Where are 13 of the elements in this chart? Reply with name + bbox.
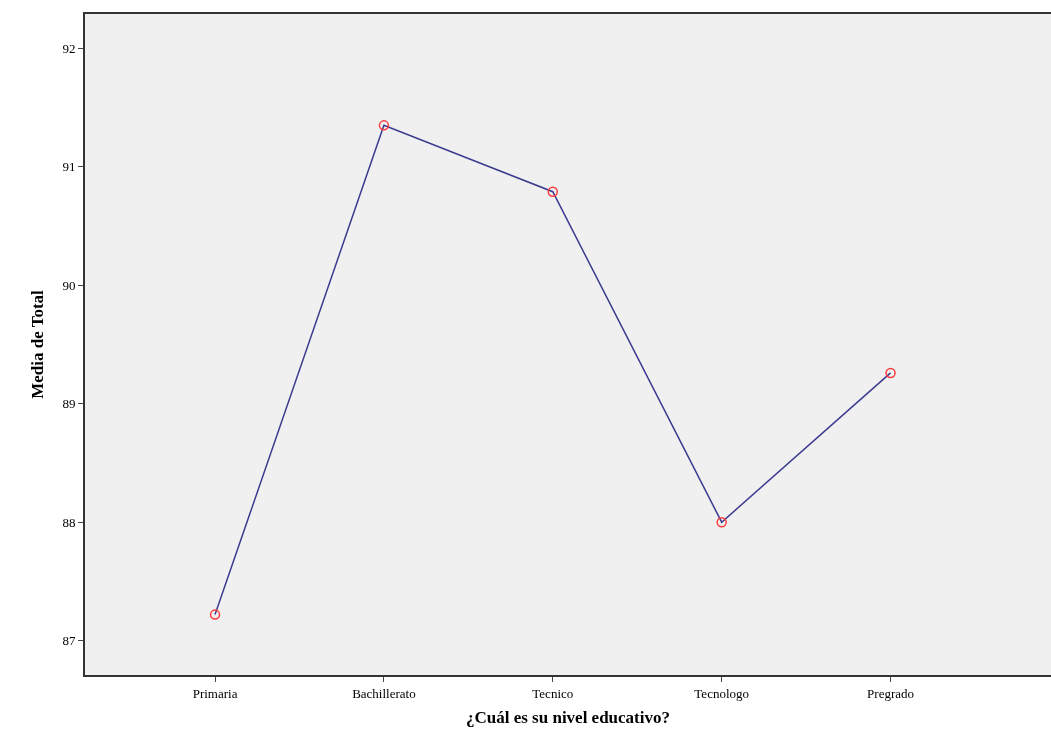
y-axis-title: Media de Total <box>28 289 48 399</box>
x-tick-label: Primaria <box>192 685 238 701</box>
x-axis-title: ¿Cuál es su nivel educativo? <box>465 708 671 728</box>
y-tick-label: 87 <box>62 633 76 649</box>
y-tick-label: 91 <box>62 159 76 175</box>
x-tick-label: Pregrado <box>867 685 915 701</box>
y-tick-label: 88 <box>62 514 76 530</box>
y-tick-label: 89 <box>62 396 76 412</box>
y-tick-label: 92 <box>62 40 76 56</box>
x-tick-label: Tecnologo <box>694 685 750 701</box>
y-tick-label: 90 <box>62 277 76 293</box>
x-tick-label: Bachillerato <box>352 685 416 701</box>
x-tick-label: Tecnico <box>532 685 574 701</box>
